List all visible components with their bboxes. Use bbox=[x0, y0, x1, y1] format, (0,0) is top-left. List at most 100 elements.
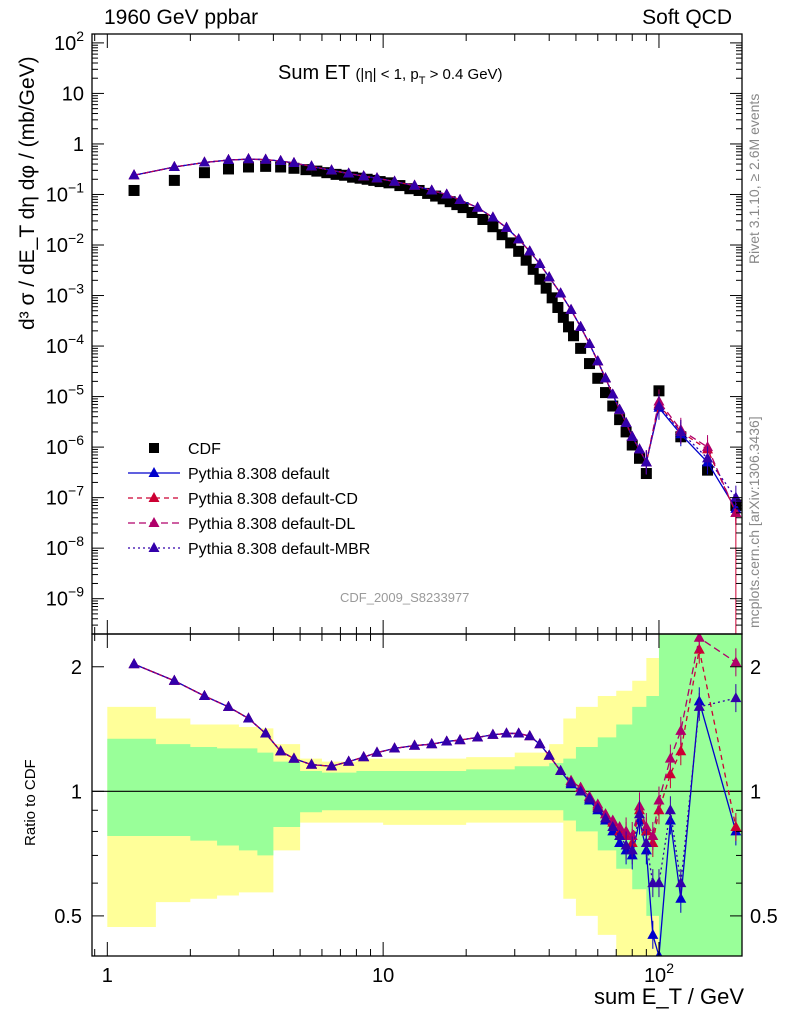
legend-marker bbox=[148, 492, 160, 502]
ratio-marker bbox=[693, 634, 705, 642]
ratio-plot-area bbox=[92, 634, 742, 956]
cdf-data-point bbox=[413, 184, 425, 196]
ratio-marker bbox=[647, 928, 659, 939]
ratio-marker bbox=[534, 738, 546, 749]
ratio-marker bbox=[647, 829, 659, 840]
title-main: Sum ET bbox=[278, 62, 350, 84]
ratio-marker bbox=[565, 776, 577, 787]
ratio-marker bbox=[543, 749, 555, 760]
plot-title: Sum ET (|η| < 1, pT > 0.4 GeV) bbox=[278, 62, 503, 87]
cdf-data-point bbox=[592, 372, 604, 384]
cdf-data-point bbox=[557, 311, 569, 323]
cdf-data-point bbox=[300, 164, 312, 176]
mc-marker bbox=[640, 456, 652, 467]
ratio-marker bbox=[640, 837, 652, 848]
ratio-marker bbox=[607, 820, 619, 831]
ratio-marker bbox=[614, 837, 626, 848]
ratio-marker bbox=[288, 752, 300, 763]
y-tick-label: 10−9 bbox=[46, 584, 84, 611]
ratio-marker bbox=[730, 692, 742, 703]
y-tick-label: 10−7 bbox=[46, 483, 84, 510]
ratio-marker bbox=[675, 724, 687, 735]
cdf-data-point bbox=[620, 426, 632, 438]
ratio-marker bbox=[664, 752, 676, 763]
ratio-marker bbox=[371, 746, 383, 757]
y-tick-label: 10 bbox=[62, 83, 84, 105]
ratio-marker bbox=[524, 730, 536, 741]
ratio-marker bbox=[653, 877, 665, 888]
legend-entry: CDF bbox=[188, 441, 221, 458]
y-tick-label: 1 bbox=[73, 134, 84, 156]
ratio-marker bbox=[168, 674, 180, 685]
mc-marker bbox=[441, 188, 453, 199]
ratio-y-tick-label-right: 1 bbox=[750, 781, 761, 803]
y-tick-label: 10−2 bbox=[46, 230, 84, 257]
title-subscript: T bbox=[418, 75, 426, 87]
cdf-data-point bbox=[540, 282, 552, 294]
cdf-data-point bbox=[288, 162, 300, 174]
mc-marker bbox=[426, 184, 438, 195]
mc-marker bbox=[358, 170, 370, 181]
ratio-marker bbox=[426, 738, 438, 749]
ratio-marker bbox=[730, 656, 742, 667]
cdf-data-point bbox=[430, 190, 442, 202]
mc-marker bbox=[409, 179, 421, 190]
cdf-data-point bbox=[614, 414, 626, 426]
cdf-data-point bbox=[383, 177, 395, 189]
ratio-marker bbox=[653, 794, 665, 805]
ratio-marker bbox=[620, 825, 632, 836]
ratio-marker bbox=[620, 839, 632, 850]
cdf-data-point bbox=[466, 206, 478, 218]
ratio-marker bbox=[343, 755, 355, 766]
ratio-marker bbox=[306, 758, 318, 769]
y-tick-label: 10−3 bbox=[46, 281, 84, 308]
cdf-data-point bbox=[444, 196, 456, 208]
cdf-data-point bbox=[451, 199, 463, 211]
mc-marker bbox=[584, 337, 596, 348]
ratio-marker bbox=[243, 712, 255, 723]
ratio-marker bbox=[409, 739, 421, 750]
ratio-marker bbox=[358, 751, 370, 762]
legend-marker bbox=[148, 467, 160, 477]
ratio-marker bbox=[640, 820, 652, 831]
mc-marker bbox=[592, 355, 604, 366]
ratio-marker bbox=[198, 689, 210, 700]
mc-marker bbox=[198, 156, 210, 167]
y-tick-label: 10−5 bbox=[46, 382, 84, 409]
y-tick-label: 10−4 bbox=[46, 331, 84, 358]
cdf-data-point bbox=[330, 168, 342, 180]
cdf-data-point bbox=[584, 358, 596, 370]
legend-entry: Pythia 8.308 default bbox=[188, 466, 330, 483]
mc-marker bbox=[128, 169, 140, 180]
ratio-marker bbox=[614, 829, 626, 840]
ratio-y-tick-label: 0.5 bbox=[54, 906, 82, 928]
cdf-data-point bbox=[222, 163, 234, 175]
ratio-marker bbox=[664, 804, 676, 815]
ratio-marker bbox=[675, 892, 687, 903]
cdf-data-point bbox=[457, 202, 469, 214]
cdf-data-point bbox=[260, 160, 272, 172]
ratio-marker bbox=[555, 764, 567, 775]
mc-marker bbox=[326, 164, 338, 175]
stat-uncertainty-band bbox=[107, 634, 742, 956]
ratio-y-tick-label-right: 0.5 bbox=[750, 906, 778, 928]
mc-marker bbox=[222, 154, 234, 165]
ratio-marker bbox=[222, 700, 234, 711]
mc-marker bbox=[500, 221, 512, 232]
cdf-data-point bbox=[513, 245, 525, 257]
ratio-marker bbox=[128, 658, 140, 669]
cdf-data-point bbox=[168, 174, 180, 186]
ratio-marker bbox=[675, 745, 687, 756]
cdf-data-point bbox=[626, 439, 638, 451]
cdf-data-point bbox=[477, 213, 489, 225]
cdf-data-point bbox=[552, 301, 564, 313]
legend-marker bbox=[148, 542, 160, 552]
ratio-marker bbox=[575, 785, 587, 796]
analysis-watermark: CDF_2009_S8233977 bbox=[340, 590, 470, 605]
ratio-marker bbox=[730, 820, 742, 831]
mc-marker bbox=[543, 271, 555, 282]
ratio-marker bbox=[472, 731, 484, 742]
cdf-data-point bbox=[520, 254, 532, 266]
ratio-marker bbox=[592, 802, 604, 813]
